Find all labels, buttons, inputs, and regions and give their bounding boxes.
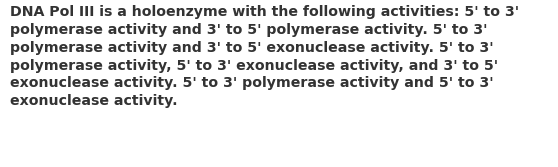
Text: DNA Pol III is a holoenzyme with the following activities: 5' to 3'
polymerase a: DNA Pol III is a holoenzyme with the fol…: [10, 5, 519, 108]
